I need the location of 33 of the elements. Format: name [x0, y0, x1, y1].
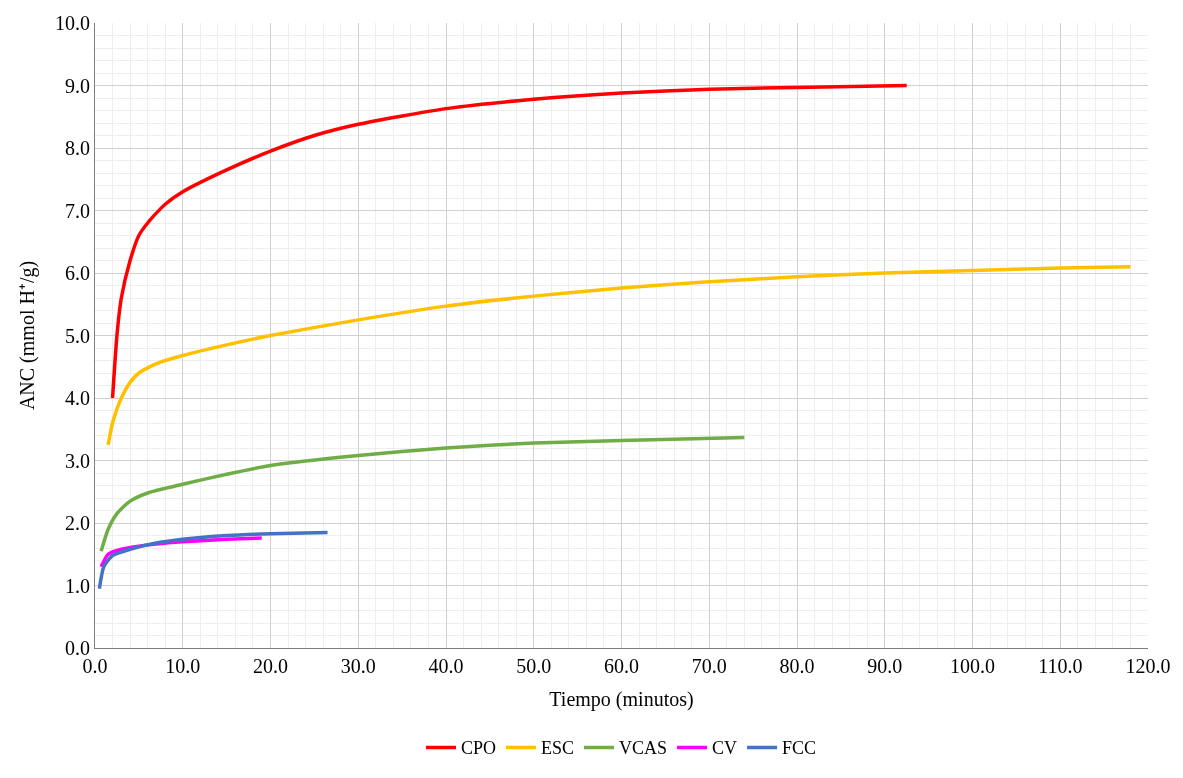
y-tick-label: 4.0 [65, 387, 90, 409]
line-series [110, 83, 909, 400]
x-tick-label: 60.0 [604, 655, 639, 677]
x-tick-label: 40.0 [428, 655, 464, 677]
x-tick-label: 30.0 [340, 655, 376, 677]
x-tick-label: 70.0 [691, 655, 727, 677]
legend-label: CPO [461, 738, 497, 759]
x-tick-label: 10.0 [165, 655, 201, 677]
y-axis-title: ANC (mmol H⁺/g) [15, 260, 39, 411]
legend-label: VCAS [619, 738, 668, 759]
x-tick-label: 90.0 [867, 655, 903, 677]
y-tick-label: 1.0 [65, 574, 90, 597]
y-tick-label: 6.0 [65, 262, 90, 284]
line-series [106, 265, 1133, 447]
x-tick-label: 20.0 [253, 655, 288, 677]
legend-label: ESC [541, 738, 575, 759]
y-tick-label: 5.0 [65, 324, 90, 347]
line-series [97, 530, 330, 591]
x-tick-label: 100.0 [950, 655, 995, 677]
legend-label: FCC [782, 738, 817, 759]
y-tick-label: 3.0 [65, 449, 90, 472]
x-tick-label: 50.0 [516, 655, 552, 677]
y-tick-label: 2.0 [65, 512, 90, 534]
y-tick-label: 10.0 [55, 12, 90, 34]
legend-label: CV [712, 738, 738, 759]
x-tick-label: 80.0 [779, 655, 815, 677]
x-tick-label: 110.0 [1038, 655, 1083, 677]
x-axis-title: Tiempo (minutos) [549, 687, 694, 711]
y-tick-label: 8.0 [65, 137, 90, 159]
y-tick-label: 7.0 [65, 199, 90, 222]
x-tick-label: 120.0 [1125, 655, 1171, 677]
line-series [99, 435, 747, 553]
y-tick-label: 9.0 [65, 74, 90, 97]
